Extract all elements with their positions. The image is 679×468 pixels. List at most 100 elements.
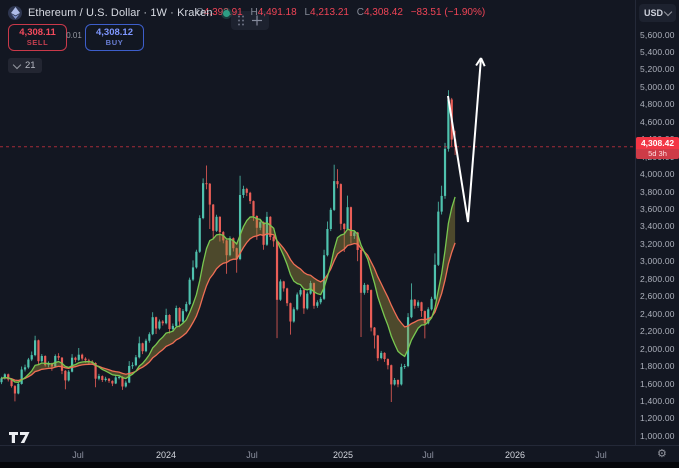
candle-body (306, 293, 309, 309)
candle-body (175, 308, 178, 326)
window-bottom-edge (0, 462, 679, 468)
candle-body (319, 298, 322, 303)
candle-body (333, 181, 336, 210)
price-tick-label: 2,200.00 (640, 326, 675, 337)
price-tick-label: 2,000.00 (640, 343, 675, 354)
candle-body (23, 367, 27, 370)
candle-body (74, 357, 77, 360)
currency-label: USD (644, 8, 664, 18)
price-tick-label: 5,400.00 (640, 46, 675, 57)
drag-handle-icon (238, 15, 244, 26)
candle-body (7, 374, 10, 380)
candle-body (390, 365, 393, 385)
candle-body (286, 288, 289, 304)
candle-body (269, 216, 272, 237)
candle-body (144, 340, 148, 352)
candle-body (181, 311, 185, 322)
candle-body (386, 359, 389, 366)
sell-label: SELL (26, 37, 49, 47)
chevron-down-icon (663, 7, 673, 17)
last-price-value: 4,308.42 (636, 136, 679, 149)
candle-body (138, 343, 141, 358)
candle-body (104, 378, 107, 380)
sell-button[interactable]: 4,308.11 SELL (8, 24, 67, 51)
price-tick-label: 2,800.00 (640, 273, 675, 284)
candle-body (101, 376, 104, 380)
candle-body (255, 216, 258, 228)
candle-body (299, 290, 302, 295)
drawing-toolbar[interactable] (231, 11, 269, 30)
candle-body (77, 354, 80, 360)
candle-body (279, 281, 282, 300)
candle-body (265, 216, 269, 245)
buy-price: 4,308.12 (96, 27, 133, 39)
candle-body (380, 352, 383, 359)
price-tick-label: 3,000.00 (640, 256, 675, 267)
candle-body (171, 325, 174, 329)
candle-body (188, 279, 191, 305)
candle-body (430, 298, 433, 310)
chart-canvas[interactable] (0, 0, 635, 446)
spread-value: 0.01 (66, 31, 82, 40)
candle-body (225, 240, 228, 256)
candle-body (242, 188, 245, 195)
time-tick-label: Jul (595, 450, 607, 460)
tradingview-logo[interactable] (8, 430, 34, 445)
candle-body (232, 238, 235, 249)
candle-body (34, 340, 37, 356)
candle-body (151, 317, 154, 335)
candle-body (329, 209, 332, 229)
candle-body (433, 264, 437, 299)
candle-body (97, 376, 101, 379)
candle-body (339, 184, 342, 224)
settings-gear-icon[interactable]: ⚙ (657, 448, 667, 460)
candle-body (302, 290, 305, 309)
ma-slow-line (1, 233, 456, 382)
price-tick-label: 3,400.00 (640, 221, 675, 232)
candle-body (406, 317, 410, 367)
price-tick-label: 1,000.00 (640, 430, 675, 441)
ohlc-l-label: L (304, 7, 311, 18)
candle-body (195, 251, 198, 268)
candle-body (292, 309, 295, 322)
time-tick-label: Jul (72, 450, 84, 460)
candle-body (413, 299, 416, 306)
arrow-drawing[interactable] (447, 57, 482, 223)
price-tick-label: 1,400.00 (640, 396, 675, 406)
price-tick-label: 2,400.00 (640, 308, 675, 319)
currency-selector[interactable]: USD (639, 4, 676, 22)
ohlc-h-value: 4,491.18 (257, 7, 297, 18)
candle-body (94, 363, 97, 379)
ohlc-c-label: C (356, 7, 364, 18)
indicators-collapse-pill[interactable]: 21 (8, 58, 42, 73)
arrow-head-icon (475, 57, 482, 67)
candle-body (343, 223, 346, 229)
ohlc-readout: O4,392.91 H4,491.18 L4,213.21 C4,308.42 … (196, 7, 485, 18)
price-tick-label: 3,600.00 (640, 204, 675, 215)
candle-body (376, 335, 379, 359)
crosshair-icon (252, 15, 262, 26)
candle-body (128, 366, 131, 383)
buy-button[interactable]: 4,308.12 BUY (85, 24, 144, 51)
ohlc-l-value: 4,213.21 (310, 7, 349, 18)
candle-body (296, 294, 299, 310)
ma-fast-line (1, 196, 456, 383)
ohlc-c-value: 4,308.42 (363, 7, 403, 18)
candle-body (336, 181, 339, 185)
candle-body (141, 343, 144, 352)
candle-body (356, 232, 359, 250)
ethereum-logo-icon (8, 6, 22, 20)
ohlc-o-label: O (196, 7, 204, 18)
candle-body (10, 379, 13, 387)
candle-body (81, 354, 84, 359)
sell-price: 4,308.11 (19, 27, 56, 39)
candle-body (289, 303, 292, 322)
candle-body (114, 377, 117, 384)
price-tick-label: 5,200.00 (640, 64, 675, 75)
candle-body (67, 371, 70, 381)
time-axis-separator (0, 445, 679, 446)
symbol-title[interactable]: Ethereum / U.S. Dollar · 1W · Kraken (28, 7, 213, 19)
candle-body (3, 374, 6, 379)
candle-body (208, 183, 211, 205)
candle-body (40, 356, 43, 362)
